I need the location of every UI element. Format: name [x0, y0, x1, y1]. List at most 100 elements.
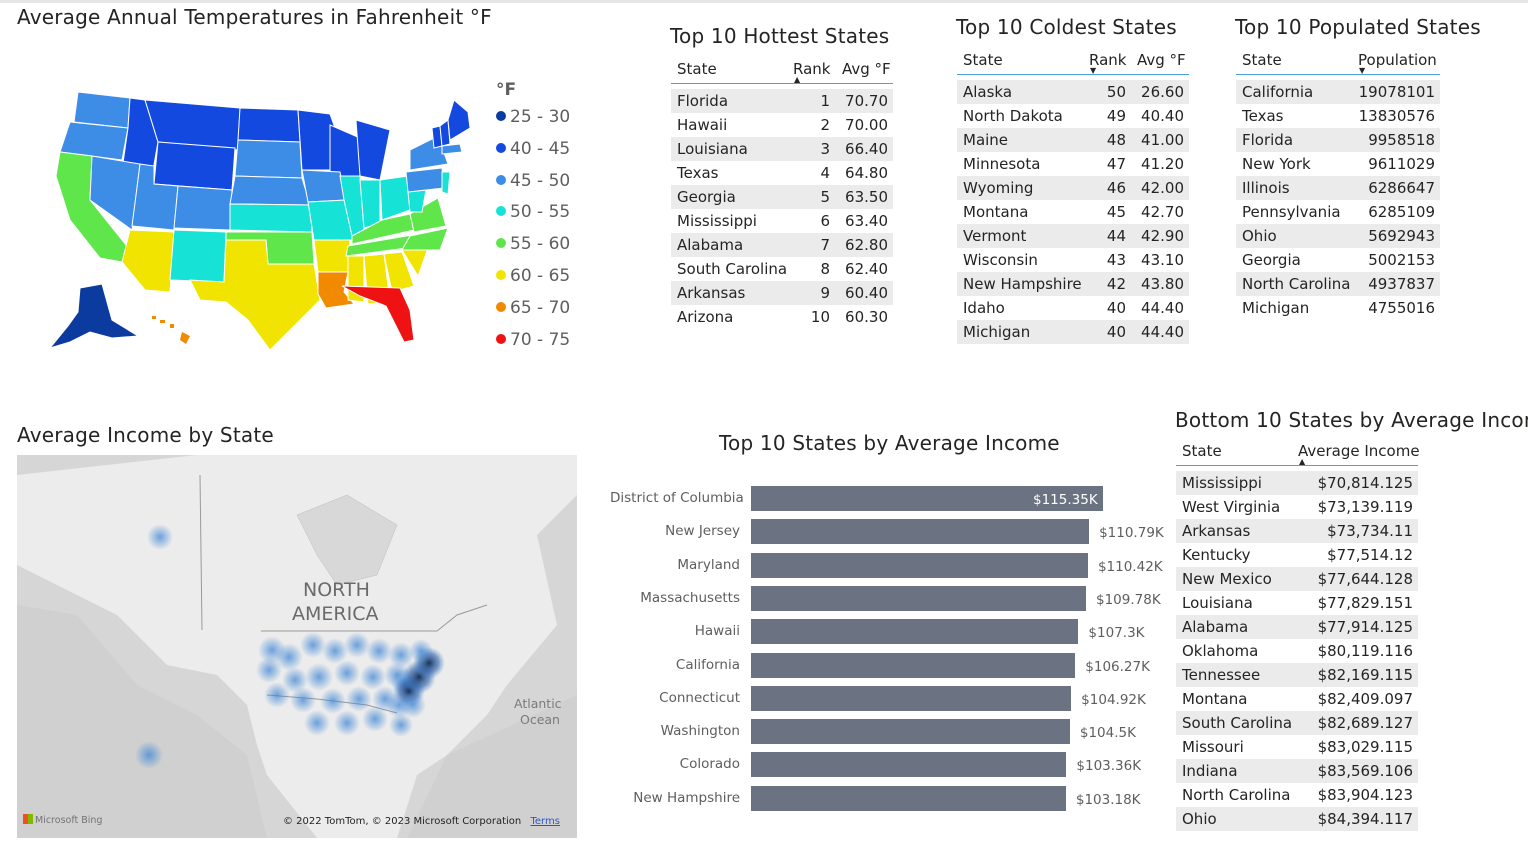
table-row[interactable]: Ohio 5692943 — [1236, 224, 1440, 248]
us-temperature-map[interactable] — [30, 80, 480, 355]
table-row[interactable]: Michigan 40 44.40 — [957, 320, 1189, 344]
bar[interactable] — [751, 519, 1090, 545]
table-row[interactable]: Texas 13830576 — [1236, 104, 1440, 128]
table-row[interactable]: Alaska 50 26.60 — [957, 80, 1189, 104]
cell-value: 1 — [820, 92, 830, 110]
table-row[interactable]: Arizona 10 60.30 — [671, 305, 893, 329]
cell-state: North Dakota — [963, 107, 1063, 125]
col-state[interactable]: State — [1242, 51, 1282, 69]
cell-value: $77,514.12 — [1327, 546, 1413, 564]
top-border — [0, 0, 1528, 3]
bar-category-label: Connecticut — [659, 689, 740, 706]
bar-value-label: $106.27K — [1085, 658, 1150, 675]
hottest-table[interactable]: State Rank Avg °F ▲ Florida 1 70.70 Hawaii 2… — [671, 55, 893, 329]
bottom-income-table[interactable]: State Average Income ▲ Mississippi $70,81… — [1176, 437, 1420, 831]
legend-item[interactable]: 45 - 50 — [496, 171, 570, 191]
legend-item[interactable]: 55 - 60 — [496, 234, 570, 254]
bar[interactable] — [751, 752, 1067, 778]
table-row[interactable]: Illinois 6286647 — [1236, 176, 1440, 200]
table-row[interactable]: Montana 45 42.70 — [957, 200, 1189, 224]
bar[interactable] — [751, 652, 1076, 678]
table-row[interactable]: Michigan 4755016 — [1236, 296, 1440, 320]
table-row[interactable]: New York 9611029 — [1236, 152, 1440, 176]
cell-value: 10 — [810, 308, 830, 326]
coldest-title: Top 10 Coldest States — [956, 15, 1177, 39]
legend-item[interactable]: 40 - 45 — [496, 139, 570, 159]
table-row[interactable]: Mississippi 6 63.40 — [671, 209, 893, 233]
table-row[interactable]: Arkansas 9 60.40 — [671, 281, 893, 305]
table-row[interactable]: Maine 48 41.00 — [957, 128, 1189, 152]
table-row[interactable]: Georgia 5002153 — [1236, 248, 1440, 272]
table-row[interactable]: Ohio $84,394.117 — [1176, 807, 1418, 831]
state-texas — [189, 239, 321, 351]
table-row[interactable]: North Carolina 4937837 — [1236, 272, 1440, 296]
income-bubble-map[interactable]: NORTH AMERICA Atlantic Ocean Microsoft B… — [17, 455, 577, 838]
coldest-table[interactable]: State Rank Avg °F ▼ Alaska 50 26.60 North D… — [957, 46, 1189, 344]
table-row[interactable]: Alabama 7 62.80 — [671, 233, 893, 257]
table-row[interactable]: Louisiana 3 66.40 — [671, 137, 893, 161]
bar[interactable] — [751, 685, 1072, 711]
table-row[interactable]: Hawaii 2 70.00 — [671, 113, 893, 137]
table-row[interactable]: Florida 9958518 — [1236, 128, 1440, 152]
terms-link[interactable]: Terms — [530, 816, 560, 827]
table-row[interactable]: Oklahoma $80,119.116 — [1176, 639, 1418, 663]
table-row[interactable]: North Carolina $83,904.123 — [1176, 783, 1418, 807]
bar[interactable] — [751, 585, 1086, 611]
bar-category-label: New Hampshire — [633, 789, 740, 806]
table-row[interactable]: Wyoming 46 42.00 — [957, 176, 1189, 200]
populated-table[interactable]: State Population ▼ California 19078101 Tex… — [1236, 46, 1440, 320]
table-row[interactable]: Wisconsin 43 43.10 — [957, 248, 1189, 272]
bar[interactable] — [751, 619, 1079, 645]
bar[interactable] — [751, 785, 1066, 811]
col-avg[interactable]: Avg °F — [842, 60, 891, 78]
col-state[interactable]: State — [1182, 442, 1222, 460]
table-row[interactable]: Arkansas $73,734.11 — [1176, 519, 1418, 543]
col-rank[interactable]: Rank — [793, 60, 831, 78]
col-rank[interactable]: Rank — [1089, 51, 1127, 69]
col-avg[interactable]: Avg °F — [1137, 51, 1186, 69]
table-row[interactable]: Louisiana $77,829.151 — [1176, 591, 1418, 615]
table-row[interactable]: Idaho 40 44.40 — [957, 296, 1189, 320]
table-row[interactable]: Indiana $83,569.106 — [1176, 759, 1418, 783]
table-row[interactable]: California 19078101 — [1236, 80, 1440, 104]
bar[interactable] — [751, 486, 1103, 511]
table-row[interactable]: Tennessee $82,169.115 — [1176, 663, 1418, 687]
table-row[interactable]: North Dakota 49 40.40 — [957, 104, 1189, 128]
cell-value: $77,829.151 — [1317, 594, 1413, 612]
table-row[interactable]: Minnesota 47 41.20 — [957, 152, 1189, 176]
table-row[interactable]: Florida 1 70.70 — [671, 89, 893, 113]
legend-item[interactable]: 65 - 70 — [496, 298, 570, 318]
table-row[interactable]: New Mexico $77,644.128 — [1176, 567, 1418, 591]
state-florida — [341, 285, 415, 343]
table-row[interactable]: Pennsylvania 6285109 — [1236, 200, 1440, 224]
table-row[interactable]: Texas 4 64.80 — [671, 161, 893, 185]
bar-category-label: Colorado — [679, 756, 740, 773]
table-row[interactable]: Mississippi $70,814.125 — [1176, 471, 1418, 495]
table-row[interactable]: Vermont 44 42.90 — [957, 224, 1189, 248]
table-row[interactable]: South Carolina 8 62.40 — [671, 257, 893, 281]
income-bubbles — [256, 632, 445, 737]
bar[interactable] — [751, 552, 1088, 578]
col-state[interactable]: State — [677, 60, 717, 78]
cell-state: Minnesota — [963, 155, 1041, 173]
cell-value: 50 — [1106, 83, 1126, 101]
cell-state: West Virginia — [1182, 498, 1281, 516]
table-row[interactable]: Montana $82,409.097 — [1176, 687, 1418, 711]
cell-state: Missouri — [1182, 738, 1244, 756]
legend-item[interactable]: 60 - 65 — [496, 266, 570, 286]
legend-item[interactable]: 25 - 30 — [496, 107, 570, 127]
bar[interactable] — [751, 719, 1070, 745]
table-row[interactable]: Georgia 5 63.50 — [671, 185, 893, 209]
table-row[interactable]: New Hampshire 42 43.80 — [957, 272, 1189, 296]
legend-item[interactable]: 70 - 75 — [496, 330, 570, 350]
legend-item[interactable]: 50 - 55 — [496, 202, 570, 222]
table-row[interactable]: Missouri $83,029.115 — [1176, 735, 1418, 759]
table-row[interactable]: Alabama $77,914.125 — [1176, 615, 1418, 639]
col-population[interactable]: Population — [1358, 51, 1437, 69]
col-state[interactable]: State — [963, 51, 1003, 69]
col-average-income[interactable]: Average Income — [1298, 442, 1420, 460]
table-row[interactable]: South Carolina $82,689.127 — [1176, 711, 1418, 735]
table-row[interactable]: Kentucky $77,514.12 — [1176, 543, 1418, 567]
table-row[interactable]: West Virginia $73,139.119 — [1176, 495, 1418, 519]
cell-value: 41.20 — [1141, 155, 1184, 173]
